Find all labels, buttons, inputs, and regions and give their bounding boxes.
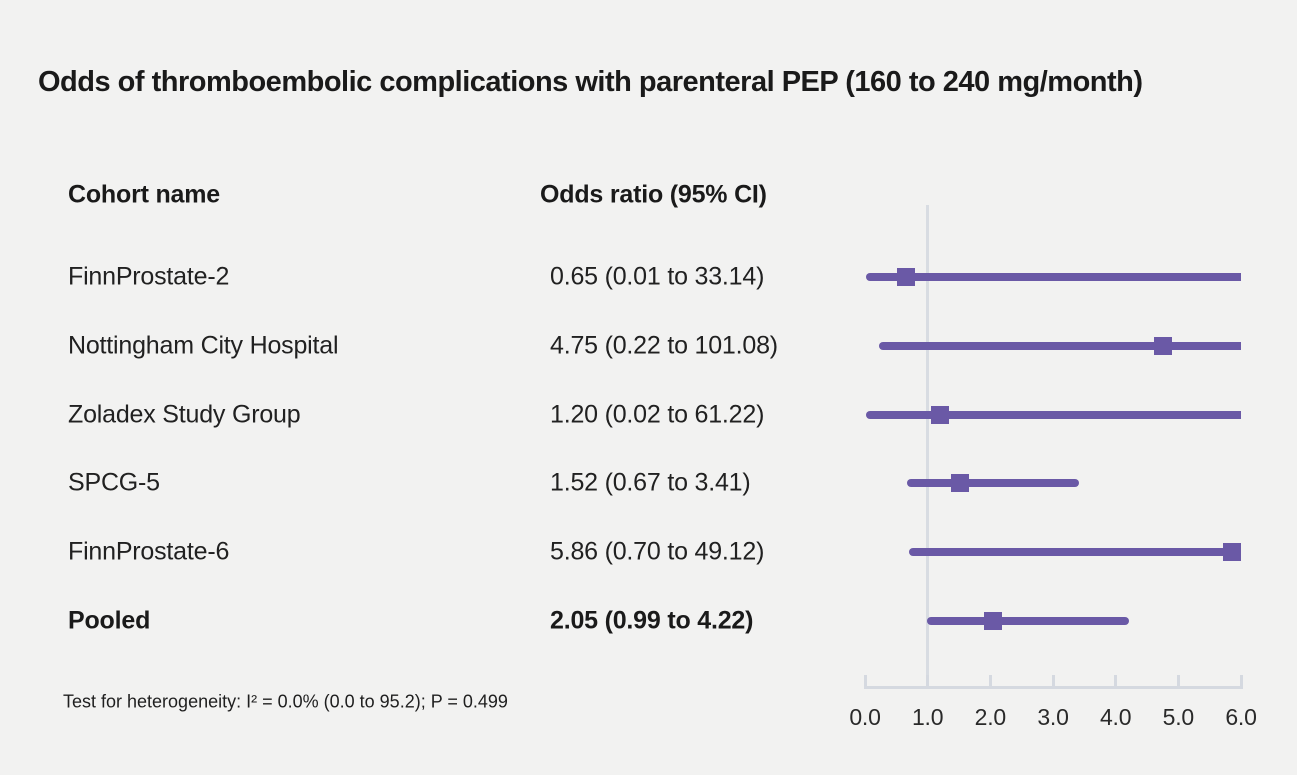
odds-ratio-value: 4.75 (0.22 to 101.08) — [550, 331, 778, 360]
cohort-name-label: FinnProstate-2 — [68, 262, 230, 291]
x-axis-tick — [1114, 675, 1118, 686]
x-axis-tick-label: 4.0 — [1099, 704, 1132, 730]
pooled-estimate-marker — [984, 612, 1003, 630]
odds-ratio-value: 2.05 (0.99 to 4.22) — [550, 606, 754, 635]
x-axis-tick — [988, 675, 992, 686]
x-axis-tick-label: 0.0 — [849, 704, 881, 730]
x-axis-tick — [1239, 675, 1243, 686]
confidence-interval-line — [927, 617, 1130, 625]
confidence-interval-line — [866, 411, 1241, 419]
estimate-marker — [951, 474, 970, 492]
estimate-marker — [931, 406, 950, 424]
column-header-cohort-name: Cohort name — [68, 180, 220, 209]
estimate-marker — [1223, 543, 1242, 561]
column-header-odds-ratio: Odds ratio (95% CI) — [540, 180, 767, 209]
x-axis-tick-label: 1.0 — [911, 704, 944, 730]
confidence-interval-line — [908, 548, 1241, 556]
x-axis-tick-label: 6.0 — [1225, 704, 1257, 730]
confidence-interval-line — [865, 273, 1241, 281]
cohort-name-label: Zoladex Study Group — [68, 400, 301, 429]
cohort-name-label: SPCG-5 — [68, 468, 160, 497]
odds-ratio-value: 1.52 (0.67 to 3.41) — [550, 468, 751, 497]
estimate-marker — [896, 268, 915, 286]
odds-ratio-value: 0.65 (0.01 to 33.14) — [550, 262, 765, 291]
x-axis-tick-label: 2.0 — [974, 704, 1007, 730]
x-axis-tick — [926, 675, 930, 686]
x-axis-tick — [1051, 675, 1055, 686]
cohort-name-label: Pooled — [68, 606, 151, 635]
x-axis-tick-label: 5.0 — [1162, 704, 1195, 730]
heterogeneity-footnote: Test for heterogeneity: I² = 0.0% (0.0 t… — [63, 691, 508, 712]
x-axis-tick-label: 3.0 — [1037, 704, 1069, 730]
odds-ratio-value: 1.20 (0.02 to 61.22) — [550, 400, 765, 429]
estimate-marker — [1153, 337, 1172, 355]
x-axis-tick — [863, 675, 867, 686]
cohort-name-label: Nottingham City Hospital — [68, 331, 339, 360]
x-axis-line — [863, 686, 1243, 689]
odds-ratio-value: 5.86 (0.70 to 49.12) — [550, 537, 765, 566]
chart-title: Odds of thromboembolic complications wit… — [38, 66, 1143, 98]
confidence-interval-line — [906, 479, 1079, 487]
x-axis-tick — [1176, 675, 1180, 686]
reference-line-or-1 — [926, 205, 930, 689]
confidence-interval-line — [878, 342, 1241, 350]
cohort-name-label: FinnProstate-6 — [68, 537, 230, 566]
